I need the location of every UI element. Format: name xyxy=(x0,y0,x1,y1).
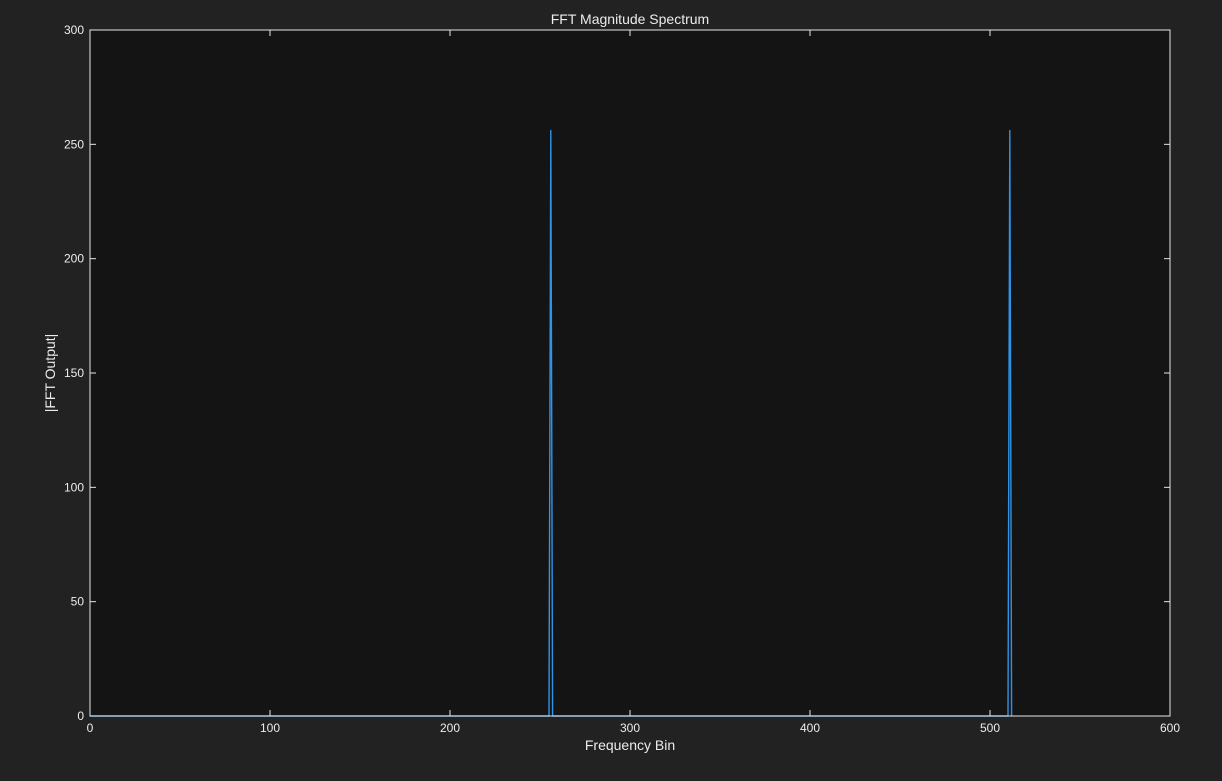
x-tick-label-4: 400 xyxy=(800,721,820,735)
y-axis-label: |FFT Output| xyxy=(42,334,58,413)
x-tick-label-0: 0 xyxy=(87,721,94,735)
y-tick-label-1: 50 xyxy=(71,595,85,609)
y-tick-label-4: 200 xyxy=(64,252,84,266)
x-tick-label-5: 500 xyxy=(980,721,1000,735)
x-tick-label-2: 200 xyxy=(440,721,460,735)
x-tick-label-3: 300 xyxy=(620,721,640,735)
y-axis-ticks: 0 50 100 150 200 250 300 xyxy=(64,23,1170,723)
y-tick-label-0: 0 xyxy=(77,709,84,723)
chart-title: FFT Magnitude Spectrum xyxy=(551,11,709,27)
y-tick-label-6: 300 xyxy=(64,23,84,37)
plot-area xyxy=(90,30,1170,716)
y-tick-label-3: 150 xyxy=(64,366,84,380)
x-axis-label: Frequency Bin xyxy=(585,737,675,753)
x-axis-ticks: 0 100 200 300 400 500 600 xyxy=(87,30,1180,735)
x-tick-label-1: 100 xyxy=(260,721,280,735)
y-tick-label-5: 250 xyxy=(64,137,84,151)
x-tick-label-6: 600 xyxy=(1160,721,1180,735)
y-tick-label-2: 100 xyxy=(64,480,84,494)
